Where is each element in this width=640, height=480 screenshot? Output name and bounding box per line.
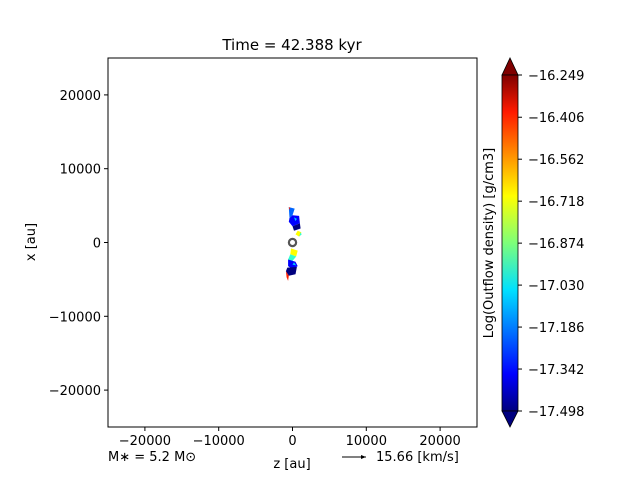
y-tick-label: 20000 bbox=[60, 89, 101, 104]
outflow-cell bbox=[295, 230, 302, 237]
outflow-cell bbox=[290, 248, 298, 257]
colorbar-tick-label: −16.562 bbox=[528, 153, 584, 168]
outflow-cell bbox=[299, 232, 302, 237]
colorbar-tick-label: −16.406 bbox=[528, 111, 584, 126]
colorbar-tick-label: −17.342 bbox=[528, 363, 584, 378]
colorbar-extend-bottom bbox=[501, 410, 519, 428]
outflow-cell bbox=[288, 215, 300, 227]
plot-area bbox=[108, 58, 477, 427]
x-tick-label: −10000 bbox=[193, 434, 245, 449]
colorbar-tick-label: −16.718 bbox=[528, 195, 584, 210]
vector-key-label: 15.66 [km/s] bbox=[376, 450, 459, 465]
outflow-density-map bbox=[285, 207, 302, 281]
x-tick-label: 10000 bbox=[346, 434, 387, 449]
outflow-cell bbox=[288, 207, 295, 219]
colorbar-tick-label: −17.030 bbox=[528, 279, 584, 294]
x-tick-label: 0 bbox=[288, 434, 296, 449]
y-tick-label: −20000 bbox=[49, 384, 101, 399]
colorbar-ticks: −16.249 −16.406 −16.562 −16.718 −16.874 −17.0… bbox=[518, 69, 584, 420]
outflow-cell bbox=[285, 271, 289, 281]
mass-annotation: M∗ = 5.2 M⊙ bbox=[108, 450, 196, 465]
outflow-cell bbox=[294, 217, 297, 222]
plot-title: Time = 42.388 kyr bbox=[221, 36, 362, 54]
vector-key-arrowhead bbox=[361, 455, 366, 459]
x-tick-label: −20000 bbox=[119, 434, 171, 449]
colorbar-tick-label: −16.249 bbox=[528, 69, 584, 84]
colorbar-tick-label: −17.186 bbox=[528, 321, 584, 336]
y-axis-label: x [au] bbox=[24, 223, 39, 261]
colorbar: −16.249 −16.406 −16.562 −16.718 −16.874 −17.0… bbox=[482, 57, 584, 428]
colorbar-extend-top bbox=[501, 57, 519, 76]
outflow-cell bbox=[292, 262, 297, 266]
x-axis-label: z [au] bbox=[273, 457, 310, 472]
x-axis-ticks: −20000 −10000 0 10000 20000 bbox=[119, 427, 461, 449]
y-tick-label: −10000 bbox=[49, 310, 101, 325]
colorbar-label: Log(Outflow density) [g/cm3] bbox=[482, 148, 497, 339]
colorbar-tick-label: −17.498 bbox=[528, 405, 584, 420]
y-tick-label: 0 bbox=[93, 237, 101, 252]
outflow-cell bbox=[285, 266, 297, 276]
colorbar-body bbox=[501, 74, 519, 412]
star-marker bbox=[287, 237, 298, 248]
x-tick-label: 20000 bbox=[419, 434, 460, 449]
y-axis-ticks: −20000 −10000 0 10000 20000 bbox=[49, 89, 108, 399]
outflow-cell bbox=[288, 254, 297, 262]
outflow-cell bbox=[288, 207, 291, 210]
y-tick-label: 10000 bbox=[60, 163, 101, 178]
outflow-cell bbox=[292, 223, 301, 231]
plot-frame bbox=[107, 57, 478, 428]
colorbar-tick-label: −16.874 bbox=[528, 237, 584, 252]
